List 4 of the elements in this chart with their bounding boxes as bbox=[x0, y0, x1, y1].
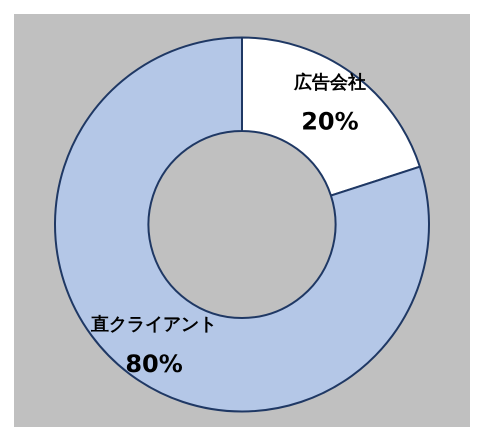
slice-label: 直クライアント bbox=[90, 314, 218, 336]
data-label: 20% bbox=[301, 108, 359, 136]
slice-label: 広告会社 bbox=[292, 72, 366, 94]
data-label: 80% bbox=[125, 350, 183, 378]
